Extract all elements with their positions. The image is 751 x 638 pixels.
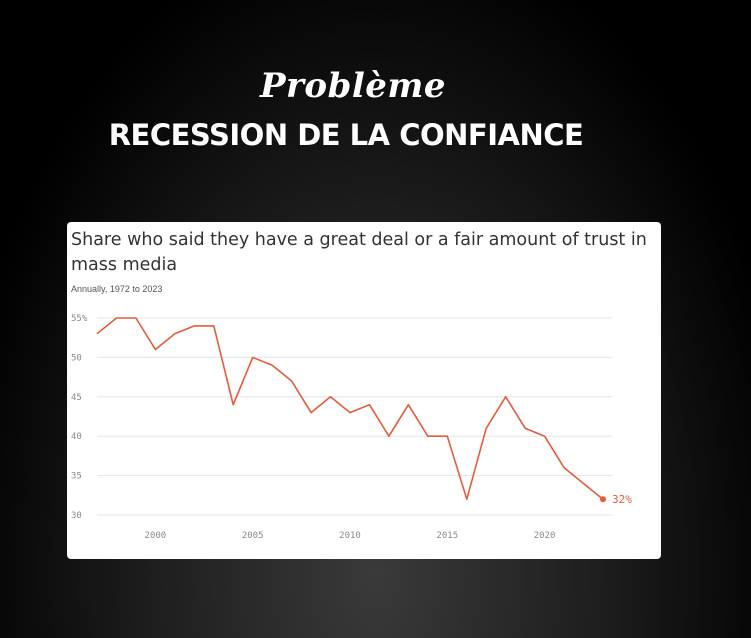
chart-title: Share who said they have a great deal or… (71, 230, 647, 275)
end-value-label: 32% (612, 493, 632, 506)
y-tick-label: 30 (71, 511, 82, 521)
x-tick-label: 2020 (534, 531, 556, 541)
end-point (600, 496, 606, 503)
x-tick-label: 2010 (339, 531, 361, 541)
series-line (96, 317, 604, 501)
x-tick-label: 2005 (242, 531, 264, 541)
chart-card: Share who said they have a great deal or… (67, 222, 661, 559)
y-tick-label: 55% (71, 314, 88, 324)
y-tick-label: 40 (71, 432, 82, 442)
page-title: RECESSION DE LA CONFIANCE (108, 118, 584, 152)
y-tick-label: 45 (71, 393, 82, 403)
x-tick-label: 2000 (145, 531, 167, 541)
chart-subtitle: Annually, 1972 to 2023 (71, 284, 163, 294)
y-tick-label: 35 (71, 472, 82, 482)
x-tick-label: 2015 (436, 531, 458, 541)
y-tick-label: 50 (71, 353, 82, 363)
line-chart: 55% 50 45 40 35 30 2000 2005 2010 2015 2020 32% (71, 314, 632, 541)
problem-heading: Problème (259, 66, 447, 106)
